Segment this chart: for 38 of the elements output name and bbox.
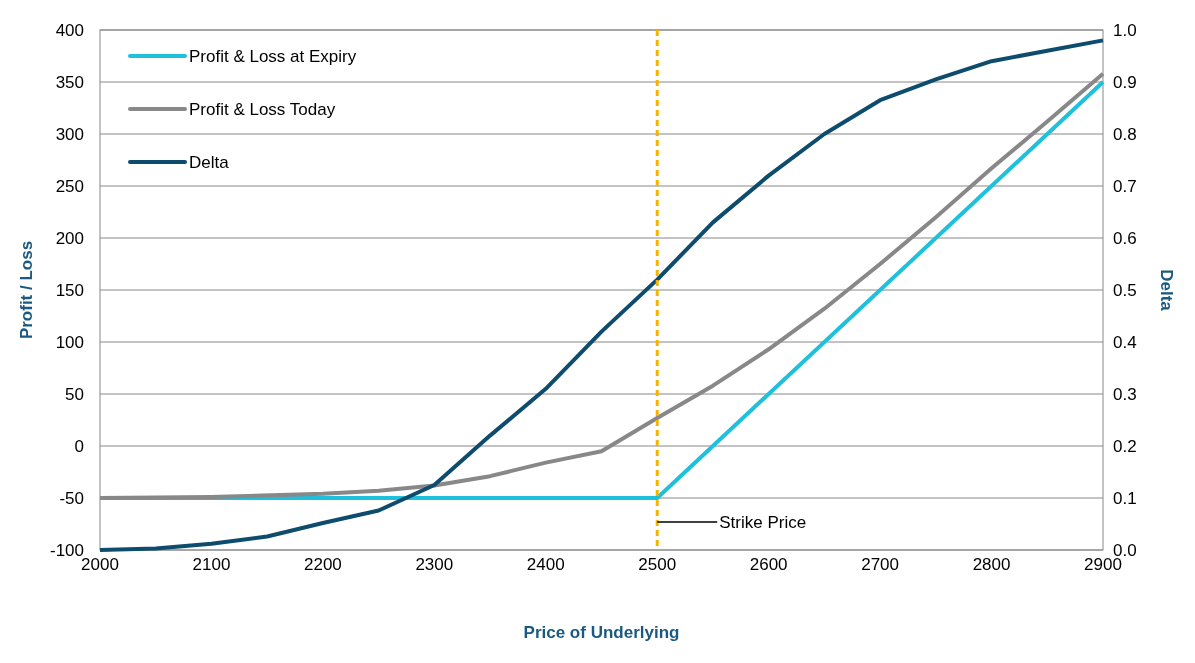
y2-tick-label: 1.0 xyxy=(1113,21,1137,40)
line-series xyxy=(98,38,1105,552)
x-tick-label: 2300 xyxy=(415,555,454,574)
x-tick-label: 2900 xyxy=(1084,555,1122,574)
y2-tick-label: 0.7 xyxy=(1113,177,1137,196)
x-tick-label: 2600 xyxy=(749,555,788,574)
y-tick-label: -50 xyxy=(59,489,84,508)
x-tick-label: 2100 xyxy=(192,555,231,574)
x-axis-title: Price of Underlying xyxy=(523,623,680,642)
y-tick-label: 200 xyxy=(55,229,84,248)
y2-tick-label: 0.4 xyxy=(1113,333,1137,352)
legend-label: Delta xyxy=(189,153,230,172)
x-tick-label: 2800 xyxy=(972,555,1011,574)
y2-tick-label: 0.1 xyxy=(1113,489,1137,508)
legend-label: Profit & Loss Today xyxy=(189,100,336,119)
y2-tick-label: 0.5 xyxy=(1113,281,1137,300)
y2-tick-label: 0.2 xyxy=(1113,437,1137,456)
x-tick-label: 2400 xyxy=(526,555,565,574)
y-tick-label: 0 xyxy=(74,437,84,456)
y2-tick-label: 0.6 xyxy=(1113,229,1137,248)
y-tick-label: 150 xyxy=(55,281,84,300)
y2-axis-title: Delta xyxy=(1157,269,1176,312)
y-tick-label: 50 xyxy=(65,385,84,404)
y-tick-label: 400 xyxy=(55,21,84,40)
y2-tick-label: 0.3 xyxy=(1113,385,1137,404)
y-axis-title: Profit / Loss xyxy=(17,240,36,340)
y-tick-label: 350 xyxy=(55,73,84,92)
y-tick-label: 300 xyxy=(55,125,84,144)
x-tick-label: 2500 xyxy=(638,555,677,574)
x-tick-label: 2700 xyxy=(861,555,900,574)
x-tick-label: 2000 xyxy=(81,555,119,574)
y-tick-label: 100 xyxy=(55,333,84,352)
y2-tick-label: 0.8 xyxy=(1113,125,1137,144)
y2-tick-label: 0.9 xyxy=(1113,73,1137,92)
legend-label: Profit & Loss at Expiry xyxy=(189,47,357,66)
x-tick-label: 2200 xyxy=(303,555,342,574)
y-tick-label: 250 xyxy=(55,177,84,196)
ref-line-label: Strike Price xyxy=(719,513,807,532)
